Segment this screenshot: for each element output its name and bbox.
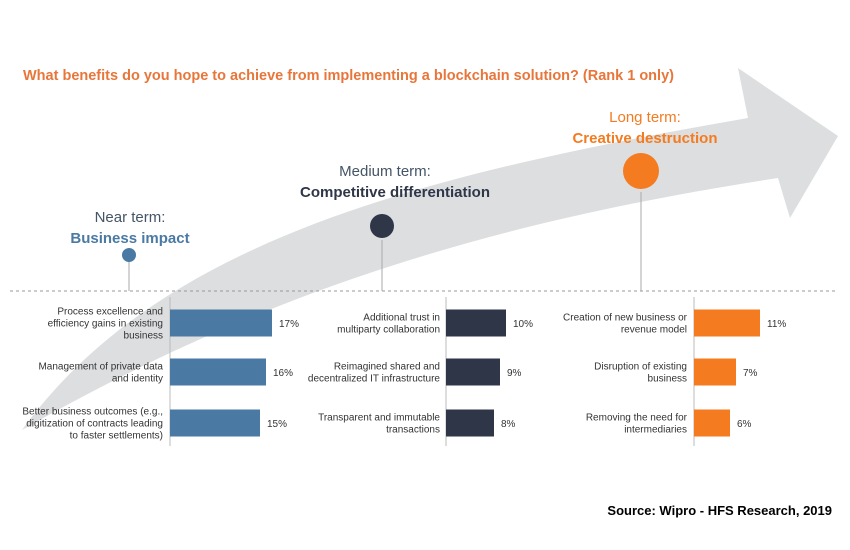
near-bar-2 — [170, 358, 266, 386]
medium-category-label-3: Transparent and immutable transactions — [318, 413, 440, 436]
long-term-subtitle: Creative destruction — [572, 130, 718, 147]
medium-term-subtitle: Competitive differentiation — [299, 184, 490, 201]
near-value-label-2: 16% — [273, 368, 293, 379]
medium-category-label-2: Reimagined shared and decentralized IT in… — [308, 362, 441, 385]
long-bar-1 — [694, 309, 760, 337]
long-term-label: Long term: — [609, 109, 681, 126]
long-category-label-3: Removing the need for intermediaries — [586, 413, 688, 436]
near-category-label-1: Process excellence and efficiency gains i… — [48, 307, 163, 342]
medium-bar-1 — [446, 309, 506, 337]
medium-bar-2 — [446, 358, 500, 386]
near-category-label-3: Better business outcomes (e.g., digitizat… — [22, 407, 163, 442]
medium-bar-3 — [446, 409, 494, 437]
long-value-label-1: 11% — [767, 319, 786, 330]
medium-value-label-2: 9% — [507, 368, 522, 379]
long-category-label-1: Creation of new business or revenue model — [563, 313, 688, 336]
long-bar-2 — [694, 358, 736, 386]
medium-category-label-1: Additional trust in multiparty collaborat… — [337, 313, 440, 336]
long-value-label-3: 6% — [737, 419, 752, 430]
bars-layer: 17% Process excellence and efficiency gain… — [22, 307, 786, 442]
long-category-label-2: Disruption of existing business — [594, 362, 687, 385]
source-note: Source: Wipro - HFS Research, 2019 — [607, 503, 832, 518]
near-bar-1 — [170, 309, 272, 337]
long-value-label-2: 7% — [743, 368, 758, 379]
near-value-label-1: 17% — [279, 319, 299, 330]
medium-term-label: Medium term: — [339, 163, 431, 180]
near-value-label-3: 15% — [267, 419, 287, 430]
near-bar-3 — [170, 409, 260, 437]
long-dot — [623, 153, 659, 189]
near-dot — [122, 248, 136, 262]
medium-value-label-3: 8% — [501, 419, 516, 430]
near-term-subtitle: Business impact — [70, 230, 190, 247]
medium-dot — [370, 214, 394, 238]
chart-title: What benefits do you hope to achieve fro… — [23, 68, 674, 84]
near-term-label: Near term: — [94, 209, 166, 226]
near-category-label-2: Management of private data and identity — [38, 362, 163, 385]
medium-value-label-1: 10% — [513, 319, 533, 330]
long-bar-3 — [694, 409, 730, 437]
